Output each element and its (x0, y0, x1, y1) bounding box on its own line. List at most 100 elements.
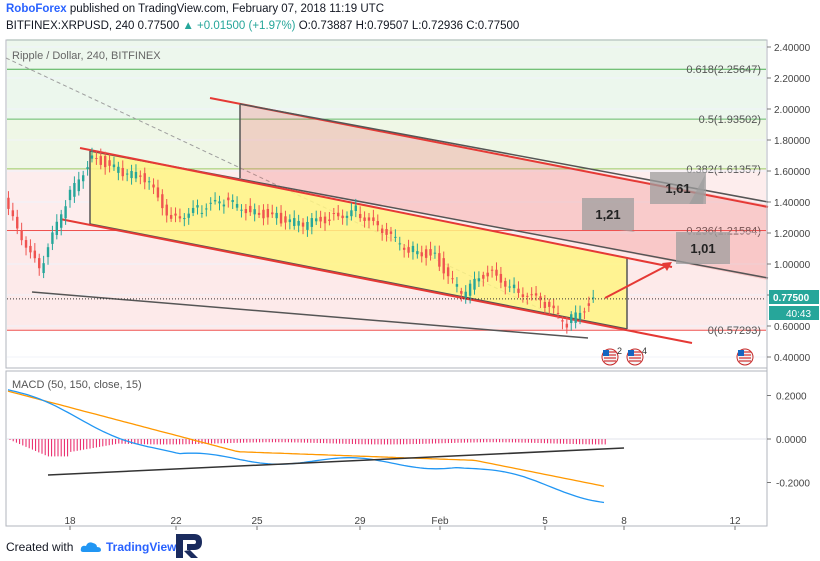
candle-body (29, 245, 32, 253)
candle-body (240, 209, 243, 211)
candle-body (191, 207, 195, 213)
last-price: 0.77500 (137, 20, 180, 32)
current-price-tag (769, 290, 819, 304)
candle-body (117, 166, 120, 173)
candle-body (464, 291, 467, 298)
candle-body (235, 203, 239, 208)
candle-body (350, 210, 353, 217)
candle-body (433, 252, 437, 254)
candle-body (103, 156, 107, 168)
candle-body (512, 284, 516, 289)
fib-level-label: 0.5(1.93502) (699, 114, 761, 126)
candle-body (521, 294, 525, 298)
countdown-label: 40:43 (786, 309, 811, 320)
price-tick-label: 1.80000 (774, 136, 811, 147)
candle-body (385, 229, 388, 235)
candle-body (222, 204, 226, 207)
fib-level-label: 0.618(2.25647) (686, 64, 761, 76)
upper-channel-fill (240, 104, 768, 280)
macd-histogram (9, 439, 606, 457)
candle-body (161, 194, 164, 209)
candle-body (376, 221, 379, 226)
candle-body (328, 219, 331, 221)
candle-body (499, 273, 503, 283)
candle-body (565, 323, 569, 328)
candle-body (288, 219, 292, 223)
publish-info: published on TradingView.com, February 0… (69, 3, 384, 15)
candle-body (209, 202, 212, 204)
support-line (31, 291, 589, 339)
candle-body (81, 175, 85, 182)
candle-body (99, 156, 102, 165)
candle-body (121, 167, 124, 177)
brand-name[interactable]: RoboForex (6, 3, 67, 15)
tradingview-cloud-icon (80, 542, 101, 552)
candle-body (372, 217, 375, 221)
candle-body (468, 283, 472, 296)
candle-body (495, 269, 498, 276)
candle-body (187, 213, 190, 218)
candle-body (55, 221, 59, 235)
candle-body (200, 212, 204, 214)
candle-body (108, 160, 111, 166)
target-callout-101-tail (672, 262, 728, 264)
candle-body (319, 216, 322, 222)
candle-body (332, 213, 336, 215)
candle-body (420, 252, 423, 257)
candle-body (504, 280, 507, 287)
countdown-tag (769, 306, 819, 320)
candle-body (279, 212, 283, 224)
macd-tick-label: 0.0000 (776, 435, 807, 446)
candle-body (446, 267, 450, 277)
candle-body (112, 164, 116, 168)
candle-body (477, 278, 481, 282)
projection-arrowhead (662, 262, 672, 271)
candle-body (380, 228, 384, 234)
chart-area[interactable]: 0.618(2.25647)0.5(1.93502)0.382(1.61357)… (0, 38, 820, 530)
projection-arrow (604, 263, 671, 299)
candle-body (543, 301, 547, 308)
candle-body (275, 212, 278, 219)
candle-body (411, 245, 415, 253)
candle-body (552, 305, 555, 309)
candle-body (16, 216, 19, 229)
candle-body (183, 218, 186, 220)
candle-body (143, 173, 146, 183)
candle-body (508, 286, 511, 288)
candle-body (301, 222, 305, 227)
candle-body (156, 187, 160, 198)
candle-body (460, 290, 463, 294)
channel-red-top (79, 147, 673, 268)
candle-body (95, 157, 98, 159)
time-tick-label: 12 (729, 516, 741, 527)
target-callout-121-box (582, 198, 634, 230)
candle-body (473, 278, 476, 290)
candle-body (134, 171, 138, 179)
ohlc-values: O:0.73887 H:0.79507 L:0.72936 C:0.77500 (298, 20, 520, 32)
candle-body (205, 208, 208, 210)
macd-label: MACD (50, 150, close, 15) (12, 379, 142, 391)
candles-group (7, 147, 595, 334)
candle-body (315, 218, 318, 222)
time-tick-label: 18 (64, 516, 76, 527)
channel-red-bottom (59, 218, 693, 344)
tradingview-link[interactable]: TradingView (106, 540, 177, 554)
macd-tick-label: 0.2000 (776, 392, 807, 403)
time-tick-label: 8 (621, 516, 627, 527)
target-callout-161-box (650, 172, 706, 204)
candle-body (293, 218, 296, 226)
candle-body (455, 284, 459, 287)
macd-panel (5, 370, 768, 527)
candle-body (42, 263, 45, 274)
price-change: ▲ +0.01500 (+1.97%) (182, 20, 296, 32)
candle-body (341, 215, 344, 219)
candle-body (147, 181, 151, 183)
price-tick-label: 1.00000 (774, 260, 811, 271)
candle-body (196, 205, 199, 208)
candle-body (587, 303, 591, 306)
candle-body (20, 230, 23, 241)
macd-tick-label: -0.2000 (776, 479, 810, 490)
candle-body (64, 206, 67, 219)
current-price-label: 0.77500 (773, 293, 810, 304)
candle-body (490, 269, 494, 271)
